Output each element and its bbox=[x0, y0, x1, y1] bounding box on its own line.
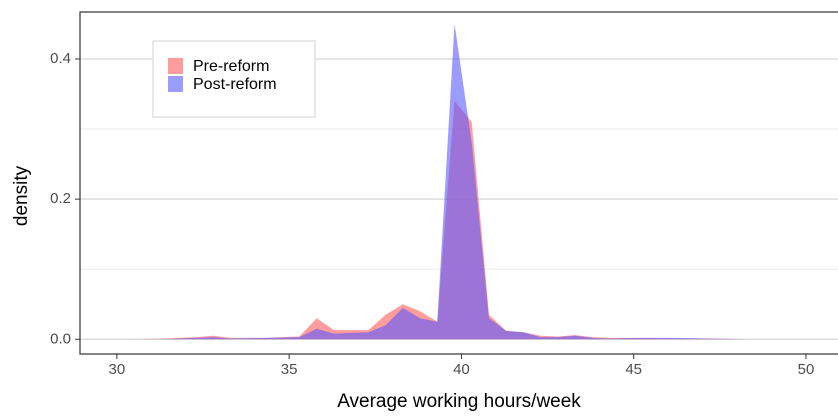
x-axis-title: Average working hours/week bbox=[337, 391, 581, 412]
x-tick-label: 45 bbox=[625, 361, 642, 378]
panel-border bbox=[79, 11, 838, 355]
legend-text: Pre-reform bbox=[193, 58, 269, 75]
y-axis-title: density bbox=[11, 165, 32, 226]
legend-key bbox=[168, 58, 183, 74]
x-tick-label: 50 bbox=[798, 361, 815, 378]
x-tick-label: 30 bbox=[109, 361, 126, 378]
legend-text: Post-reform bbox=[193, 76, 277, 93]
legend-key bbox=[168, 76, 183, 92]
y-tick-label: 0.2 bbox=[50, 190, 71, 207]
y-tick-label: 0.4 bbox=[50, 50, 71, 67]
density-area bbox=[127, 23, 800, 340]
y-tick-label: 0.0 bbox=[50, 330, 71, 347]
x-tick-label: 35 bbox=[281, 361, 298, 378]
x-tick-label: 40 bbox=[453, 361, 470, 378]
